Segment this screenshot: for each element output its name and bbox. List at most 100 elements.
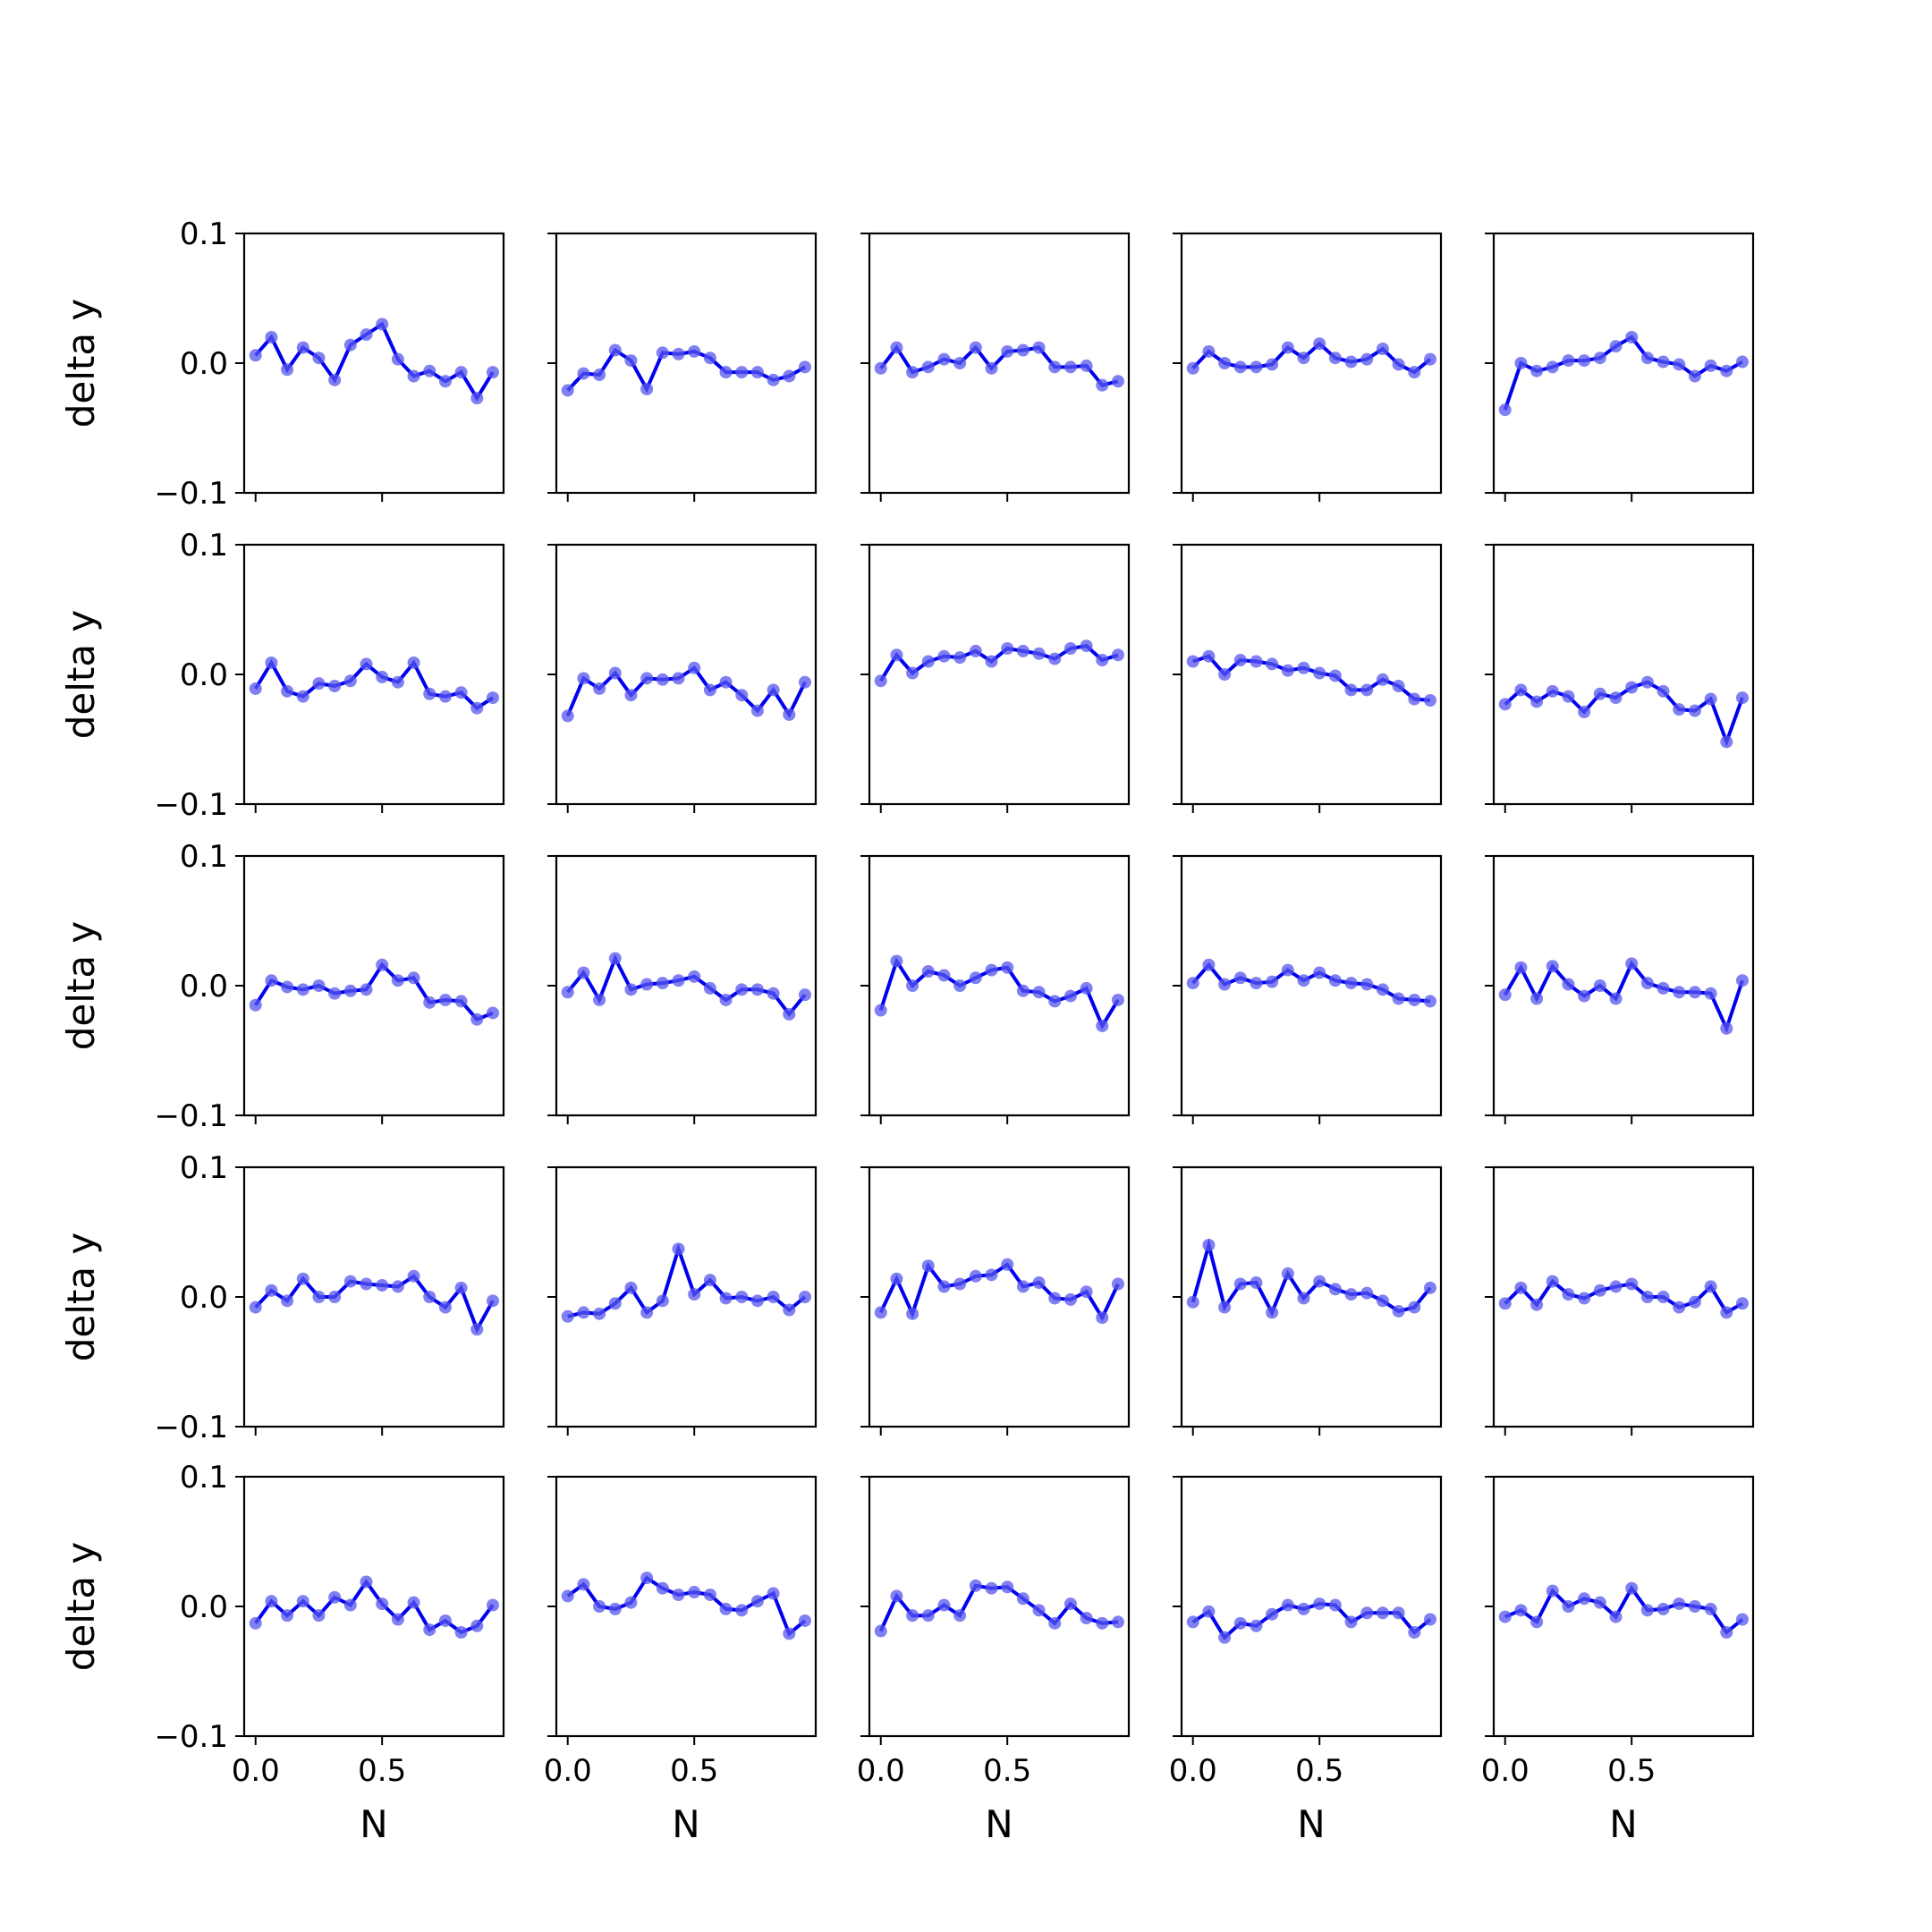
axes-frame	[242, 232, 505, 495]
data-point	[890, 341, 903, 354]
series-line	[566, 1575, 807, 1637]
data-point	[624, 354, 638, 368]
data-point	[1048, 360, 1062, 374]
data-point	[391, 352, 404, 366]
data-point	[985, 655, 998, 668]
subplot-r4-c1: −0.1 0.0 0.1 delta y	[59, 1150, 505, 1445]
data-point	[1735, 355, 1749, 369]
data-point	[640, 672, 654, 685]
data-point	[1562, 1600, 1575, 1613]
data-point	[688, 1586, 701, 1599]
data-point	[1080, 1612, 1093, 1625]
series-line	[1192, 654, 1431, 702]
data-point	[1546, 360, 1559, 374]
data-point	[969, 1579, 982, 1592]
data-point	[438, 1614, 452, 1627]
data-point	[1408, 1301, 1421, 1314]
data-point	[1048, 995, 1062, 1008]
data-point	[1032, 1604, 1046, 1617]
axes-frame	[242, 1475, 505, 1738]
data-point	[953, 1277, 967, 1291]
data-point	[1344, 355, 1358, 369]
data-point	[249, 682, 262, 695]
data-point	[486, 1006, 499, 1020]
data-point	[1546, 1275, 1559, 1288]
data-point	[312, 1609, 326, 1623]
data-point	[750, 1294, 764, 1308]
x-tick-label: 0.5	[358, 1753, 406, 1789]
data-point	[735, 366, 749, 379]
data-point	[1640, 675, 1654, 689]
data-point	[1735, 974, 1749, 987]
axes-frame	[1492, 1165, 1755, 1428]
y-tick-label: −0.1	[154, 1719, 228, 1755]
data-point	[874, 1306, 887, 1319]
x-axis-label: N	[360, 1802, 387, 1846]
data-point	[360, 1277, 373, 1291]
data-point	[1408, 366, 1421, 379]
subplot-r5-c5: 0.0 0.5 N	[1481, 1475, 1755, 1846]
data-point	[688, 970, 701, 983]
data-point	[1016, 1280, 1030, 1293]
data-point	[1562, 690, 1575, 703]
data-point	[1640, 352, 1654, 365]
data-point	[719, 1292, 733, 1305]
subplot-r4-c4	[1173, 1165, 1443, 1436]
data-point	[1423, 1281, 1436, 1294]
subplot-r2-c5	[1485, 543, 1755, 813]
data-point	[407, 369, 420, 383]
data-point	[1376, 673, 1389, 686]
data-point	[1202, 344, 1216, 358]
data-point	[921, 360, 935, 374]
data-point	[1673, 1301, 1686, 1314]
data-point	[1546, 1584, 1559, 1597]
data-point	[281, 363, 294, 377]
data-point	[688, 344, 701, 358]
subplot-r4-c5	[1485, 1165, 1755, 1436]
data-point	[376, 318, 389, 331]
data-point	[1360, 1606, 1374, 1620]
data-point	[1578, 989, 1591, 1003]
data-point	[750, 983, 764, 996]
data-point	[1704, 1602, 1717, 1615]
data-point	[1250, 655, 1263, 668]
data-point	[423, 364, 436, 377]
data-point	[608, 343, 622, 357]
data-point	[783, 1303, 796, 1317]
data-point	[608, 1297, 622, 1310]
data-point	[360, 1575, 373, 1589]
data-point	[1514, 961, 1528, 974]
data-point	[735, 983, 749, 996]
data-point	[1266, 975, 1279, 988]
data-point	[1688, 986, 1701, 999]
data-point	[1392, 358, 1405, 371]
data-point	[1186, 1615, 1199, 1629]
data-point	[328, 680, 342, 693]
data-point	[1001, 961, 1014, 974]
data-point	[906, 1609, 919, 1623]
data-point	[281, 980, 294, 994]
x-tick-label: 0.0	[1169, 1753, 1217, 1789]
x-tick-label: 0.5	[983, 1753, 1031, 1789]
data-point	[1392, 992, 1405, 1005]
y-axis-label: delta y	[59, 1233, 103, 1362]
data-point	[1360, 352, 1374, 366]
subplot-r2-c2	[547, 543, 818, 813]
axes-frame	[868, 232, 1131, 495]
data-point	[1704, 987, 1717, 1000]
data-point	[1657, 684, 1670, 698]
axes-frame	[1492, 854, 1755, 1117]
data-point	[1344, 1288, 1358, 1301]
subplot-r3-c5	[1485, 854, 1755, 1124]
data-point	[1313, 966, 1326, 979]
data-point	[1408, 993, 1421, 1006]
data-point	[577, 1306, 590, 1319]
data-point	[767, 1291, 780, 1303]
axes-frame	[1180, 543, 1443, 806]
data-point	[1673, 986, 1686, 999]
data-point	[328, 373, 342, 386]
axes-frame	[242, 854, 505, 1117]
data-point	[969, 1269, 982, 1283]
data-point	[1609, 340, 1623, 353]
